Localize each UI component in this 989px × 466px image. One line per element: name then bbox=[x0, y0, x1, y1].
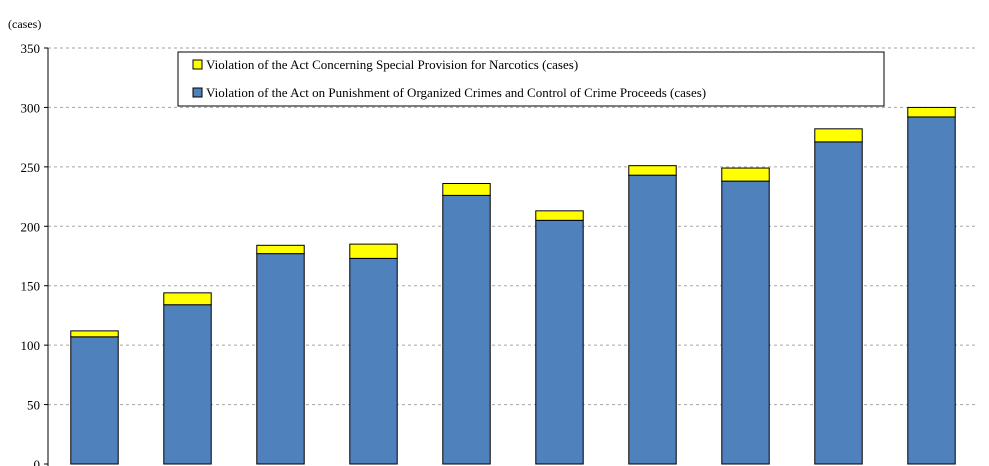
legend-swatch-organized-crimes bbox=[192, 87, 203, 98]
legend-label-organized-crimes: Violation of the Act on Punishment of Or… bbox=[206, 85, 706, 100]
y-tick-label: 150 bbox=[21, 279, 41, 294]
bar-narcotics bbox=[163, 292, 212, 306]
bar-organized-crimes bbox=[907, 116, 956, 465]
y-axis-ticks: 0 50 100 150 200 250 300 350 bbox=[21, 41, 48, 466]
bar-narcotics bbox=[442, 182, 491, 196]
y-tick-label: 0 bbox=[34, 457, 41, 466]
bar-organized-crimes bbox=[349, 257, 398, 465]
bar-organized-crimes bbox=[163, 304, 212, 465]
bar-narcotics bbox=[535, 210, 584, 221]
bars bbox=[70, 106, 956, 465]
bar-organized-crimes bbox=[70, 336, 119, 465]
y-tick-label: 250 bbox=[21, 160, 41, 175]
bar-organized-crimes bbox=[721, 180, 770, 465]
legend: Violation of the Act Concerning Special … bbox=[177, 51, 885, 107]
bar-narcotics bbox=[814, 128, 863, 143]
y-tick-label: 350 bbox=[21, 41, 41, 56]
y-tick-label: 50 bbox=[27, 398, 40, 413]
bar-organized-crimes bbox=[442, 194, 491, 465]
bar-organized-crimes bbox=[628, 174, 677, 465]
y-tick-label: 200 bbox=[21, 219, 41, 234]
legend-swatch-narcotics bbox=[192, 59, 203, 70]
bar-narcotics bbox=[70, 330, 119, 338]
legend-label-narcotics: Violation of the Act Concerning Special … bbox=[206, 57, 578, 72]
y-axis-unit-label: (cases) bbox=[8, 17, 41, 31]
bar-organized-crimes bbox=[256, 253, 305, 465]
bar-narcotics bbox=[721, 167, 770, 182]
y-tick-label: 100 bbox=[21, 338, 41, 353]
bar-narcotics bbox=[628, 165, 677, 176]
legend-box bbox=[177, 51, 885, 107]
bar-narcotics bbox=[907, 106, 956, 118]
bar-organized-crimes bbox=[814, 141, 863, 465]
bar-organized-crimes bbox=[535, 219, 584, 465]
bar-narcotics bbox=[256, 244, 305, 255]
bar-narcotics bbox=[349, 243, 398, 259]
y-tick-label: 300 bbox=[21, 100, 41, 115]
